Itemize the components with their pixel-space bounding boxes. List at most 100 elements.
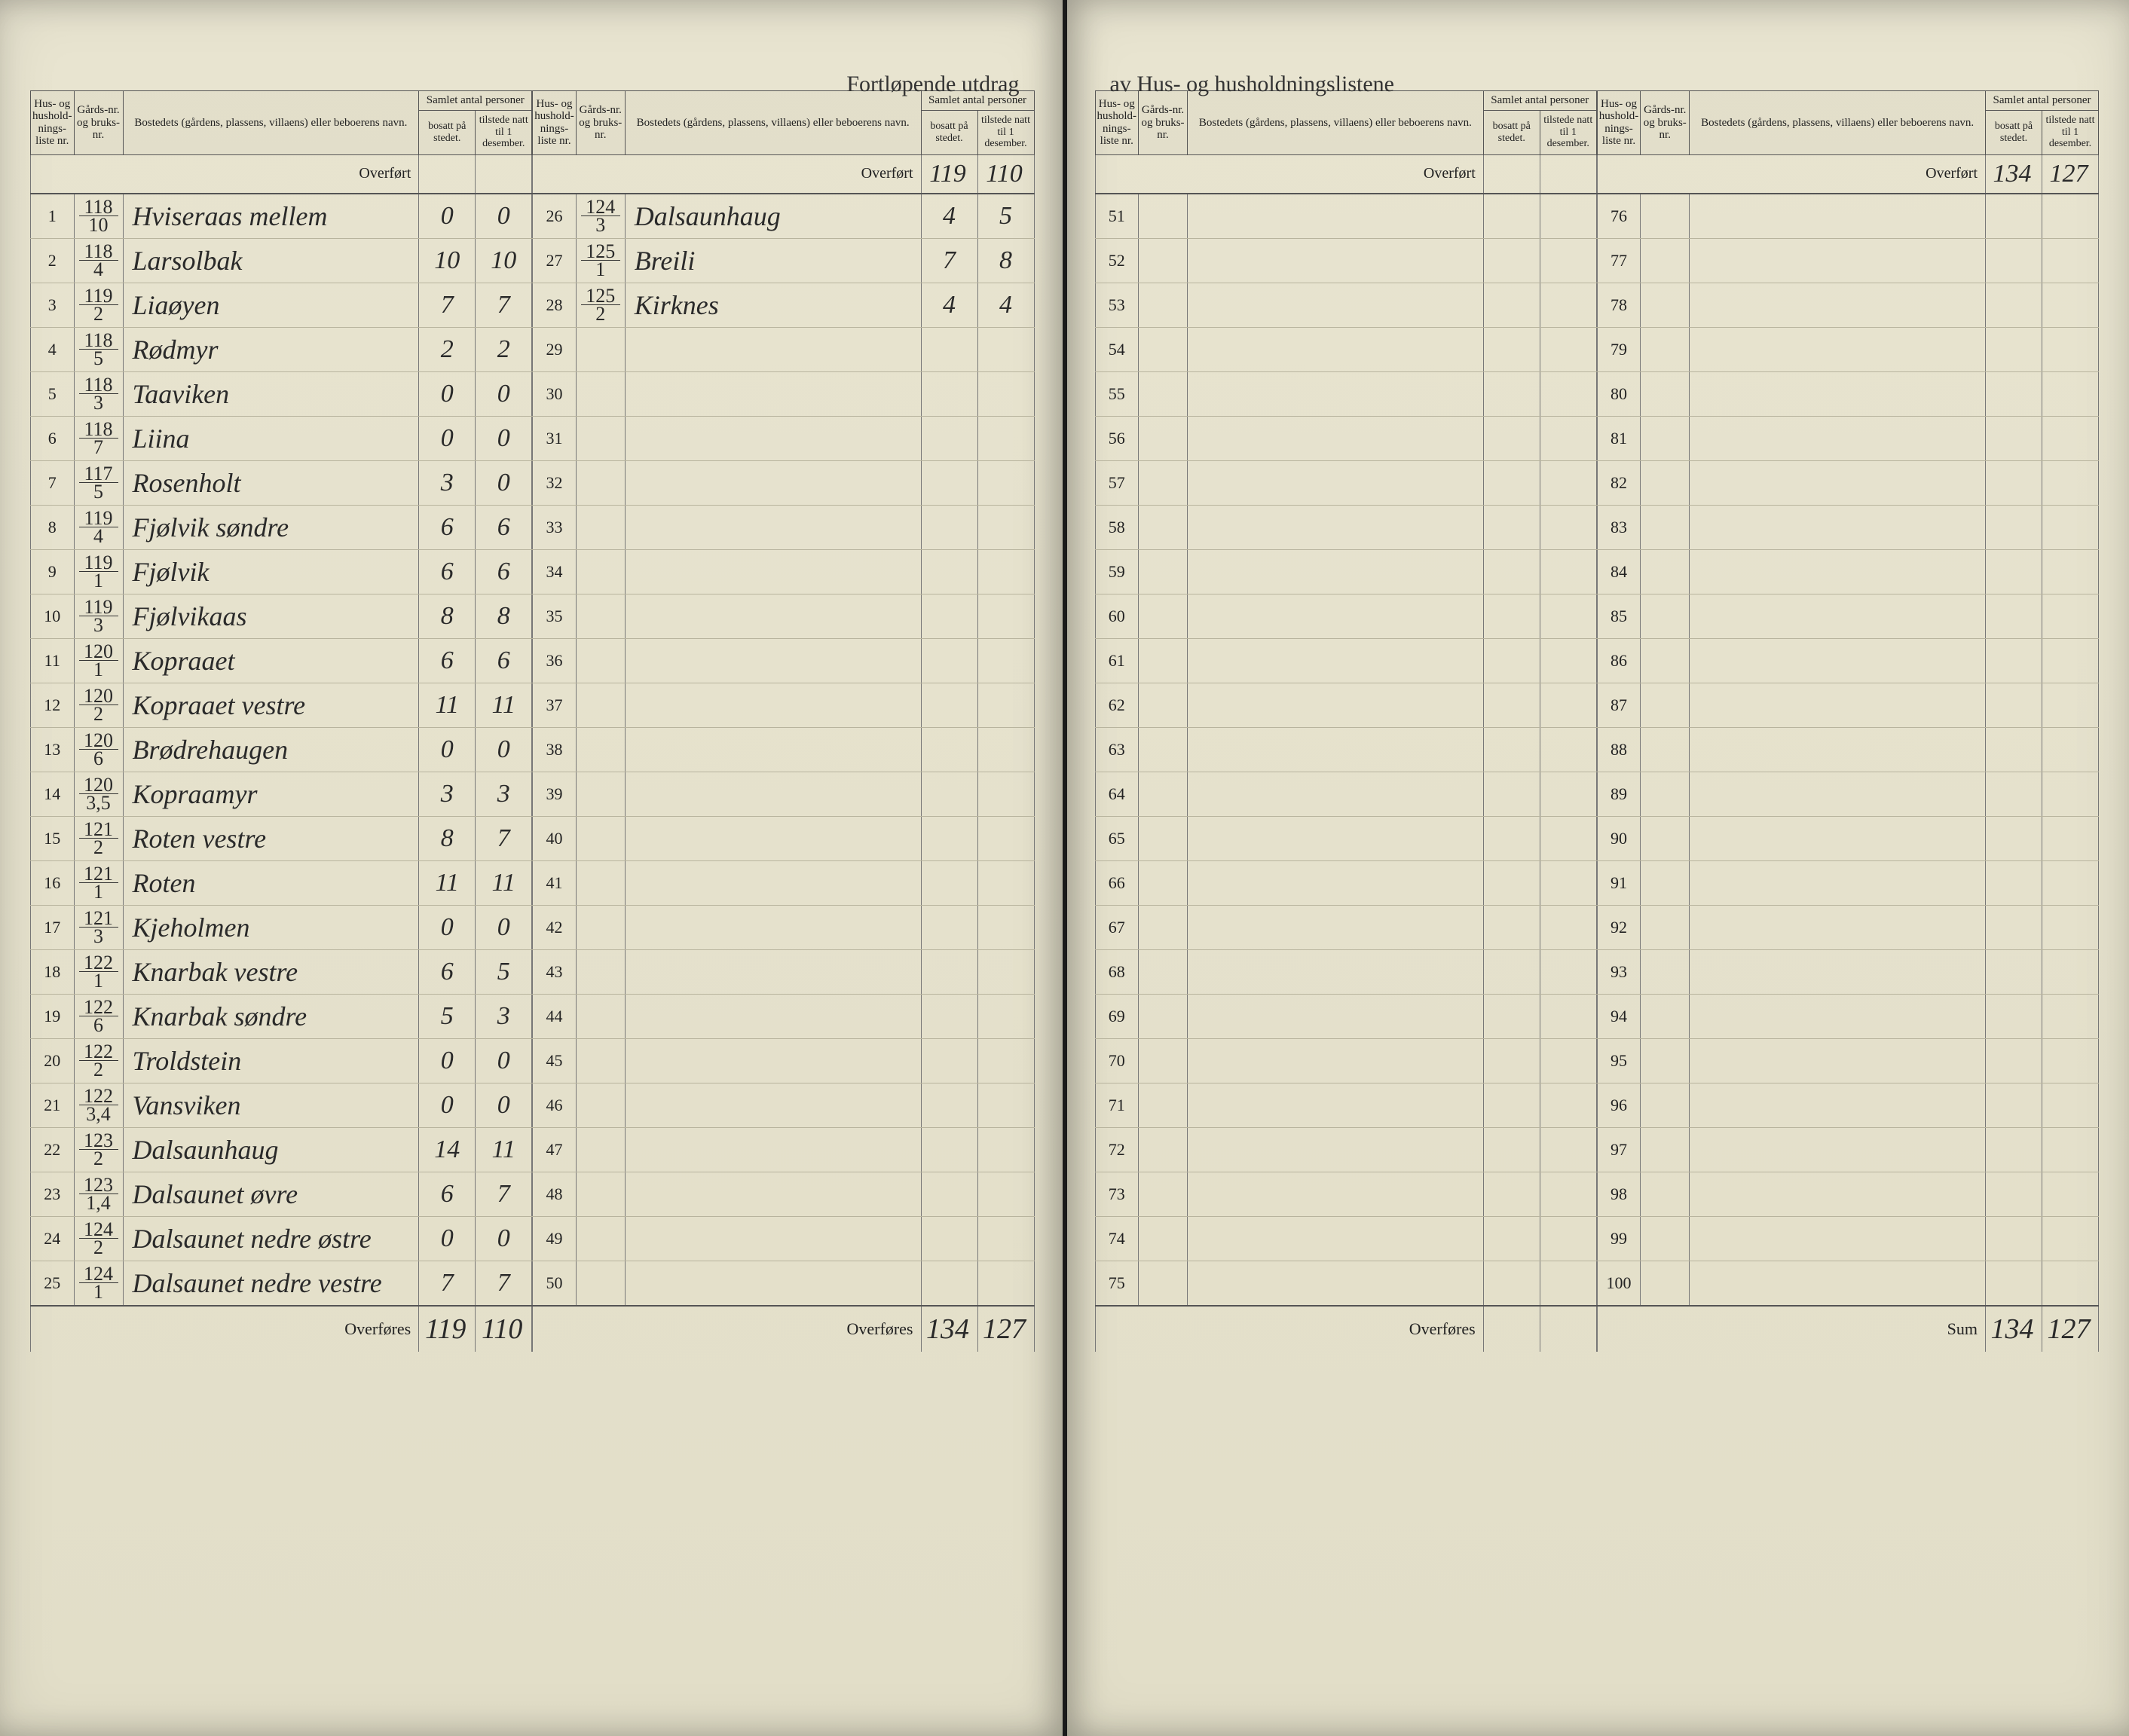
overfores-row: Overføres bbox=[1095, 1306, 1596, 1352]
bosted-name bbox=[1188, 905, 1484, 949]
bosatt-count: 14 bbox=[419, 1127, 476, 1172]
table-row: 33 bbox=[533, 505, 1034, 549]
bosatt-count bbox=[1986, 1216, 2042, 1261]
table-row: 52 bbox=[1095, 238, 1596, 283]
tilstede-count: 0 bbox=[476, 727, 532, 772]
tilstede-count: 7 bbox=[476, 816, 532, 860]
gard-bruk-nr bbox=[1139, 594, 1188, 638]
table-row: 85 bbox=[1597, 594, 2098, 638]
bosted-name bbox=[1690, 549, 1986, 594]
gard-bruk-nr bbox=[1139, 327, 1188, 371]
tilstede-count bbox=[2042, 549, 2099, 594]
row-number: 25 bbox=[31, 1261, 75, 1306]
gard-bruk-nr bbox=[1641, 1216, 1690, 1261]
bosted-name bbox=[1188, 1127, 1484, 1172]
row-number: 22 bbox=[31, 1127, 75, 1172]
table-row: 38 bbox=[533, 727, 1034, 772]
bosted-name bbox=[1188, 283, 1484, 327]
table-row: 281252Kirknes44 bbox=[533, 283, 1034, 327]
bosatt-count bbox=[921, 727, 977, 772]
bosatt-count bbox=[1483, 816, 1540, 860]
overfores-row: Overføres 119 110 bbox=[31, 1306, 532, 1352]
right-double-table: Hus- og hushold-nings-liste nr. Gårds-nr… bbox=[1095, 90, 2100, 1352]
book-spine bbox=[1063, 0, 1067, 1736]
tilstede-count bbox=[2042, 949, 2099, 994]
gard-bruk-nr bbox=[1139, 549, 1188, 594]
row-number: 92 bbox=[1597, 905, 1641, 949]
tilstede-count bbox=[1540, 683, 1596, 727]
table-row: 57 bbox=[1095, 460, 1596, 505]
overfort-bosatt bbox=[419, 154, 476, 194]
gard-bruk-nr bbox=[1641, 327, 1690, 371]
bosted-name bbox=[1690, 727, 1986, 772]
bosted-name bbox=[625, 772, 921, 816]
bosatt-count bbox=[1986, 1127, 2042, 1172]
gard-bruk-nr bbox=[1641, 505, 1690, 549]
gard-bruk-nr: 1191 bbox=[74, 549, 123, 594]
gard-bruk-nr bbox=[1641, 549, 1690, 594]
gard-bruk-nr bbox=[1641, 949, 1690, 994]
tilstede-count: 6 bbox=[476, 549, 532, 594]
row-number: 90 bbox=[1597, 816, 1641, 860]
row-number: 47 bbox=[533, 1127, 577, 1172]
bosted-name bbox=[1188, 238, 1484, 283]
bosatt-count bbox=[1986, 1083, 2042, 1127]
gard-bruk-nr bbox=[576, 1038, 625, 1083]
row-number: 29 bbox=[533, 327, 577, 371]
tilstede-count bbox=[977, 1172, 1034, 1216]
table-row: 30 bbox=[533, 371, 1034, 416]
gard-bruk-nr: 1211 bbox=[74, 860, 123, 905]
table-row: 69 bbox=[1095, 994, 1596, 1038]
bosted-name bbox=[1188, 549, 1484, 594]
bosted-name bbox=[625, 505, 921, 549]
table-row: 231231,4Dalsaunet øvre67 bbox=[31, 1172, 532, 1216]
bosted-name bbox=[625, 727, 921, 772]
tilstede-count bbox=[1540, 949, 1596, 994]
gard-bruk-nr bbox=[576, 638, 625, 683]
row-number: 80 bbox=[1597, 371, 1641, 416]
table-row: 99 bbox=[1597, 1216, 2098, 1261]
bosted-name bbox=[1188, 860, 1484, 905]
bosted-name bbox=[625, 1172, 921, 1216]
bosted-name bbox=[1690, 683, 1986, 727]
bosatt-count: 11 bbox=[419, 683, 476, 727]
table-row: 35 bbox=[533, 594, 1034, 638]
tilstede-count bbox=[1540, 238, 1596, 283]
tilstede-count: 10 bbox=[476, 238, 532, 283]
table-row: 91 bbox=[1597, 860, 2098, 905]
hdr-samlet: Samlet antal personer bbox=[1483, 91, 1596, 111]
tilstede-count bbox=[2042, 1261, 2099, 1306]
row-number: 43 bbox=[533, 949, 577, 994]
gard-bruk-nr bbox=[576, 416, 625, 460]
tilstede-count: 3 bbox=[476, 772, 532, 816]
tilstede-count bbox=[2042, 194, 2099, 239]
bosatt-count bbox=[1986, 860, 2042, 905]
tilstede-count: 5 bbox=[476, 949, 532, 994]
overfort-bosatt bbox=[1483, 154, 1540, 194]
tilstede-count bbox=[2042, 1216, 2099, 1261]
bosted-name bbox=[1690, 1083, 1986, 1127]
bosatt-count bbox=[1986, 1038, 2042, 1083]
tilstede-count bbox=[1540, 1261, 1596, 1306]
bosatt-count: 7 bbox=[419, 1261, 476, 1306]
bosatt-count bbox=[1986, 1172, 2042, 1216]
hdr-liste: Hus- og hushold-nings-liste nr. bbox=[1597, 91, 1641, 155]
table-row: 65 bbox=[1095, 816, 1596, 860]
bosted-name bbox=[1188, 994, 1484, 1038]
gard-bruk-nr: 1222 bbox=[74, 1038, 123, 1083]
gard-bruk-nr: 1184 bbox=[74, 238, 123, 283]
bosatt-count bbox=[1483, 727, 1540, 772]
row-number: 57 bbox=[1095, 460, 1139, 505]
bosatt-count bbox=[1986, 638, 2042, 683]
bosted-name bbox=[625, 949, 921, 994]
gard-bruk-nr bbox=[576, 994, 625, 1038]
row-number: 48 bbox=[533, 1172, 577, 1216]
bosatt-count bbox=[921, 460, 977, 505]
row-number: 15 bbox=[31, 816, 75, 860]
row-number: 9 bbox=[31, 549, 75, 594]
overfort-row: Overført bbox=[1095, 154, 1596, 194]
hdr-tilstede: tilstede natt til 1 desember. bbox=[1540, 110, 1596, 154]
bosatt-count bbox=[1483, 1172, 1540, 1216]
table-row: 45 bbox=[533, 1038, 1034, 1083]
row-number: 60 bbox=[1095, 594, 1139, 638]
